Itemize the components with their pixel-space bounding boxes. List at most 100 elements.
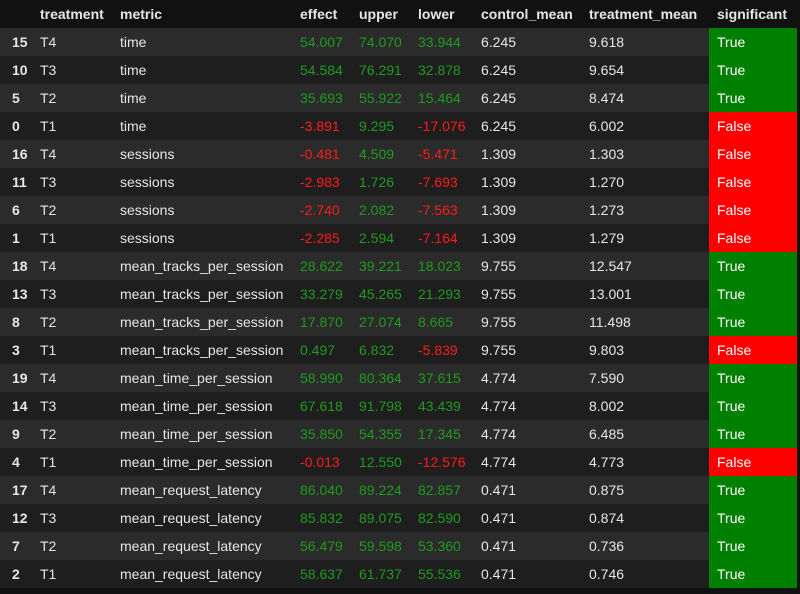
metric-cell: mean_tracks_per_session bbox=[116, 280, 296, 308]
treatment-mean-cell: 12.547 bbox=[585, 252, 709, 280]
metric-cell: mean_time_per_session bbox=[116, 420, 296, 448]
upper-cell: 12.550 bbox=[355, 448, 414, 476]
treatment-mean-cell: 6.002 bbox=[585, 112, 709, 140]
upper-cell: 76.291 bbox=[355, 56, 414, 84]
treatment-mean-cell: 1.279 bbox=[585, 224, 709, 252]
effect-header: effect bbox=[296, 0, 355, 28]
table-row: 1 T1 sessions -2.285 2.594 -7.164 1.309 1.279 Fa… bbox=[0, 224, 800, 252]
significant-cell: False bbox=[709, 224, 800, 252]
metric-cell: mean_request_latency bbox=[116, 532, 296, 560]
control-mean-header: control_mean bbox=[477, 0, 585, 28]
upper-cell: 45.265 bbox=[355, 280, 414, 308]
lower-cell: -7.164 bbox=[414, 224, 477, 252]
upper-cell: 74.070 bbox=[355, 28, 414, 56]
effect-cell: 85.832 bbox=[296, 504, 355, 532]
treatment-cell: T3 bbox=[36, 168, 116, 196]
metric-cell: sessions bbox=[116, 140, 296, 168]
effect-cell: 33.279 bbox=[296, 280, 355, 308]
lower-cell: 32.878 bbox=[414, 56, 477, 84]
metric-cell: time bbox=[116, 84, 296, 112]
treatment-cell: T2 bbox=[36, 532, 116, 560]
control-mean-cell: 1.309 bbox=[477, 140, 585, 168]
upper-cell: 89.224 bbox=[355, 476, 414, 504]
treatment-cell: T2 bbox=[36, 84, 116, 112]
upper-cell: 54.355 bbox=[355, 420, 414, 448]
metric-cell: mean_time_per_session bbox=[116, 392, 296, 420]
metric-cell: sessions bbox=[116, 168, 296, 196]
treatment-cell: T4 bbox=[36, 364, 116, 392]
significant-cell: False bbox=[709, 448, 800, 476]
significant-header: significant bbox=[709, 0, 800, 28]
significant-cell: True bbox=[709, 84, 800, 112]
metric-cell: time bbox=[116, 28, 296, 56]
control-mean-cell: 4.774 bbox=[477, 448, 585, 476]
treatment-mean-cell: 0.875 bbox=[585, 476, 709, 504]
upper-cell: 61.737 bbox=[355, 560, 414, 588]
significant-cell: True bbox=[709, 252, 800, 280]
row-index: 10 bbox=[0, 56, 36, 84]
effect-cell: 58.637 bbox=[296, 560, 355, 588]
row-index: 15 bbox=[0, 28, 36, 56]
upper-cell: 91.798 bbox=[355, 392, 414, 420]
significant-cell: True bbox=[709, 476, 800, 504]
row-index: 17 bbox=[0, 476, 36, 504]
significant-cell: True bbox=[709, 504, 800, 532]
effect-cell: 54.007 bbox=[296, 28, 355, 56]
significant-cell: False bbox=[709, 140, 800, 168]
metric-cell: sessions bbox=[116, 196, 296, 224]
effect-cell: -2.983 bbox=[296, 168, 355, 196]
control-mean-cell: 1.309 bbox=[477, 168, 585, 196]
table-row: 14 T3 mean_time_per_session 67.618 91.798 43.… bbox=[0, 392, 800, 420]
control-mean-cell: 9.755 bbox=[477, 252, 585, 280]
significant-cell: True bbox=[709, 308, 800, 336]
control-mean-cell: 0.471 bbox=[477, 504, 585, 532]
control-mean-cell: 4.774 bbox=[477, 420, 585, 448]
treatment-mean-cell: 0.874 bbox=[585, 504, 709, 532]
table-row: 0 T1 time -3.891 9.295 -17.076 6.245 6.002 False bbox=[0, 112, 800, 140]
upper-cell: 4.509 bbox=[355, 140, 414, 168]
treatment-cell: T1 bbox=[36, 112, 116, 140]
treatment-mean-cell: 9.654 bbox=[585, 56, 709, 84]
treatment-mean-cell: 7.590 bbox=[585, 364, 709, 392]
metric-cell: time bbox=[116, 56, 296, 84]
control-mean-cell: 6.245 bbox=[477, 28, 585, 56]
treatment-mean-cell: 8.002 bbox=[585, 392, 709, 420]
effect-cell: -0.013 bbox=[296, 448, 355, 476]
control-mean-cell: 6.245 bbox=[477, 112, 585, 140]
lower-cell: 55.536 bbox=[414, 560, 477, 588]
effect-cell: 86.040 bbox=[296, 476, 355, 504]
upper-cell: 89.075 bbox=[355, 504, 414, 532]
row-index: 4 bbox=[0, 448, 36, 476]
row-index: 11 bbox=[0, 168, 36, 196]
treatment-cell: T4 bbox=[36, 476, 116, 504]
treatment-mean-cell: 0.736 bbox=[585, 532, 709, 560]
significant-cell: True bbox=[709, 28, 800, 56]
treatment-header: treatment bbox=[36, 0, 116, 28]
control-mean-cell: 6.245 bbox=[477, 84, 585, 112]
effect-cell: -2.285 bbox=[296, 224, 355, 252]
treatment-mean-cell: 9.803 bbox=[585, 336, 709, 364]
treatment-cell: T3 bbox=[36, 504, 116, 532]
treatment-mean-cell: 8.474 bbox=[585, 84, 709, 112]
treatment-cell: T1 bbox=[36, 448, 116, 476]
row-index: 8 bbox=[0, 308, 36, 336]
metric-cell: sessions bbox=[116, 224, 296, 252]
effect-cell: -2.740 bbox=[296, 196, 355, 224]
table-row: 18 T4 mean_tracks_per_session 28.622 39.221 1… bbox=[0, 252, 800, 280]
control-mean-cell: 1.309 bbox=[477, 196, 585, 224]
upper-cell: 80.364 bbox=[355, 364, 414, 392]
row-index: 5 bbox=[0, 84, 36, 112]
row-index: 16 bbox=[0, 140, 36, 168]
lower-cell: -5.839 bbox=[414, 336, 477, 364]
table-row: 6 T2 sessions -2.740 2.082 -7.563 1.309 1.273 Fa… bbox=[0, 196, 800, 224]
row-index: 12 bbox=[0, 504, 36, 532]
row-index: 2 bbox=[0, 560, 36, 588]
lower-cell: 8.665 bbox=[414, 308, 477, 336]
control-mean-cell: 4.774 bbox=[477, 364, 585, 392]
treatment-cell: T1 bbox=[36, 336, 116, 364]
table-row: 9 T2 mean_time_per_session 35.850 54.355 17.3… bbox=[0, 420, 800, 448]
upper-cell: 2.082 bbox=[355, 196, 414, 224]
control-mean-cell: 0.471 bbox=[477, 476, 585, 504]
effect-cell: 58.990 bbox=[296, 364, 355, 392]
